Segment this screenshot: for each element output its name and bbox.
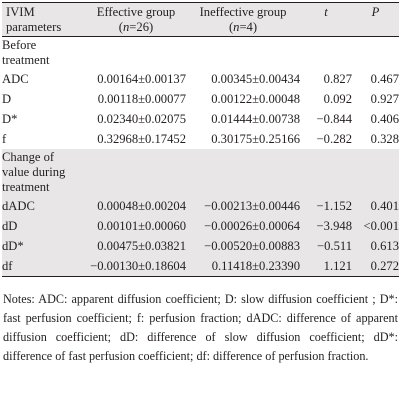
cell-p: <0.001 bbox=[363, 218, 399, 233]
ivim-table: IVIM parameters Effective group (n=26) I… bbox=[2, 2, 399, 277]
cell-ineffective: 0.30175±0.25166 bbox=[211, 131, 300, 146]
cell-param: df bbox=[2, 258, 13, 273]
table-row: dD* 0.00475±0.03821 −0.00520±0.00883 −0.… bbox=[2, 236, 399, 256]
cell-t: −0.282 bbox=[316, 131, 352, 146]
table-row: D 0.00118±0.00077 0.00122±0.00048 0.092 … bbox=[2, 89, 399, 109]
cell-t: −3.948 bbox=[316, 218, 352, 233]
cell-p: 0.328 bbox=[370, 131, 399, 146]
cell-effective: 0.02340±0.02075 bbox=[97, 111, 186, 126]
table-row: df −0.00130±0.18604 0.11418±0.23390 1.12… bbox=[2, 256, 399, 277]
cell-t: −0.511 bbox=[317, 238, 352, 253]
table-row: dADC 0.00048±0.00204 −0.00213±0.00446 −1… bbox=[2, 196, 399, 216]
cell-effective: 0.00164±0.00137 bbox=[97, 71, 186, 86]
cell-p: 0.927 bbox=[370, 91, 399, 106]
cell-effective: 0.00048±0.00204 bbox=[97, 198, 186, 213]
header-t: t bbox=[324, 5, 328, 19]
cell-ineffective: 0.01444±0.00738 bbox=[211, 111, 300, 126]
cell-effective: 0.00101±0.00060 bbox=[97, 218, 186, 233]
cell-param: dD* bbox=[2, 238, 24, 253]
cell-p: 0.401 bbox=[370, 198, 399, 213]
cell-effective: −0.00130±0.18604 bbox=[90, 258, 186, 273]
section-row: Before treatment bbox=[2, 37, 399, 70]
cell-param: D bbox=[2, 91, 12, 106]
cell-p: 0.613 bbox=[370, 238, 399, 253]
cell-param: f bbox=[2, 131, 7, 146]
cell-param: dD bbox=[2, 218, 18, 233]
cell-ineffective: 0.00345±0.00434 bbox=[211, 71, 300, 86]
cell-effective: 0.00118±0.00077 bbox=[97, 91, 186, 106]
table-row: dD 0.00101±0.00060 −0.00026±0.00064 −3.9… bbox=[2, 216, 399, 236]
cell-t: 0.827 bbox=[323, 71, 352, 86]
cell-t: −1.152 bbox=[316, 198, 352, 213]
cell-ineffective: −0.00213±0.00446 bbox=[204, 198, 300, 213]
section-row: Change of value during treatment bbox=[2, 149, 399, 196]
section-label-before-treatment: Before treatment bbox=[2, 38, 50, 67]
cell-param: D* bbox=[2, 111, 18, 126]
cell-ineffective: 0.00122±0.00048 bbox=[211, 91, 300, 106]
cell-t: 0.092 bbox=[323, 91, 352, 106]
header-ivim-parameters: IVIM parameters bbox=[6, 5, 62, 34]
section-label-change-during-treatment: Change of value during treatment bbox=[2, 150, 66, 194]
cell-p: 0.272 bbox=[370, 258, 399, 273]
cell-effective: 0.32968±0.17452 bbox=[97, 131, 186, 146]
cell-t: 1.121 bbox=[323, 258, 352, 273]
cell-param: dADC bbox=[2, 198, 35, 213]
header-p: P bbox=[371, 5, 380, 19]
cell-p: 0.467 bbox=[370, 71, 399, 86]
table-notes: Notes: ADC: apparent diffusion coefficie… bbox=[3, 292, 398, 363]
header-effective-group: Effective group (n=26) bbox=[96, 5, 176, 34]
cell-ineffective: −0.00026±0.00064 bbox=[204, 218, 300, 233]
cell-t: −0.844 bbox=[316, 111, 352, 126]
cell-param: ADC bbox=[2, 71, 29, 86]
header-ineffective-group: Ineffective group (n=4) bbox=[199, 5, 287, 34]
table-header-row: IVIM parameters Effective group (n=26) I… bbox=[2, 2, 399, 37]
table-row: f 0.32968±0.17452 0.30175±0.25166 −0.282… bbox=[2, 129, 399, 149]
cell-p: 0.406 bbox=[370, 111, 399, 126]
cell-effective: 0.00475±0.03821 bbox=[97, 238, 186, 253]
table-row: ADC 0.00164±0.00137 0.00345±0.00434 0.82… bbox=[2, 69, 399, 89]
cell-ineffective: 0.11418±0.23390 bbox=[211, 258, 300, 273]
table-row: D* 0.02340±0.02075 0.01444±0.00738 −0.84… bbox=[2, 109, 399, 129]
cell-ineffective: −0.00520±0.00883 bbox=[204, 238, 300, 253]
